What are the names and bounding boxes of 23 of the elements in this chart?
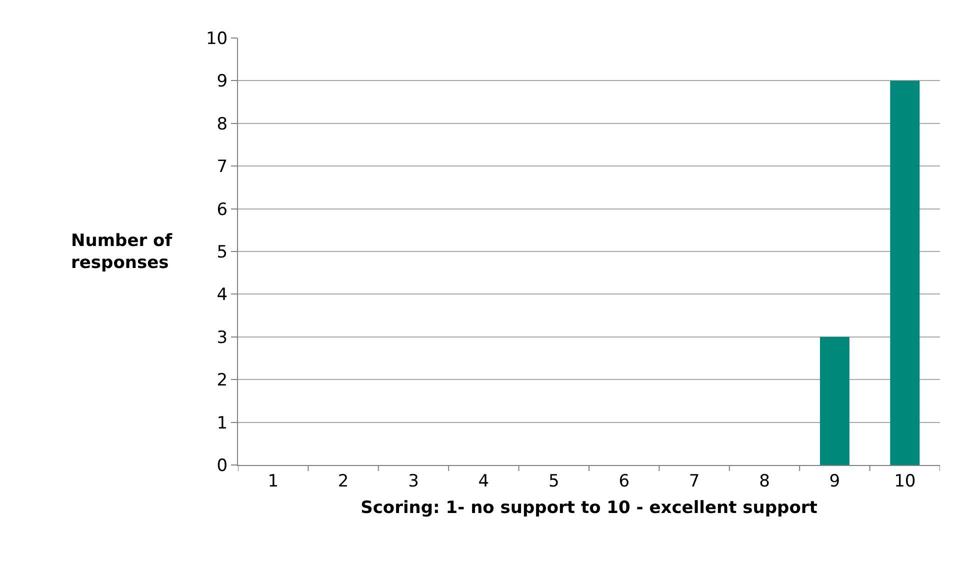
y-tick-label: 9 [216,72,228,92]
x-tick-label: 5 [548,471,560,492]
x-tick-label: 10 [894,471,916,492]
y-tick-label: 4 [216,285,228,306]
y-tick-label: 5 [216,242,228,262]
x-tick-label: 4 [478,471,490,492]
y-tick-label: 6 [216,200,228,220]
y-tick-label: 8 [216,114,228,134]
y-tick-label: 0 [216,456,228,476]
x-axis-title: Scoring: 1- no support to 10 - excellent support [360,498,818,518]
y-tick-label: 3 [216,328,228,348]
x-tick-label: 7 [688,471,700,492]
x-tick-label: 9 [829,471,840,492]
y-tick-label: 10 [206,28,228,49]
y-axis-title: Number of responses [71,231,173,274]
x-tick-label: 3 [408,471,419,492]
x-tick-label: 8 [759,471,770,492]
y-tick-label: 2 [216,370,228,391]
x-tick-label: 6 [618,471,630,492]
y-tick-label: 7 [216,157,228,178]
y-tick-label: 1 [216,413,228,434]
x-tick-label: 2 [338,471,349,492]
x-tick-label: 1 [268,471,279,492]
